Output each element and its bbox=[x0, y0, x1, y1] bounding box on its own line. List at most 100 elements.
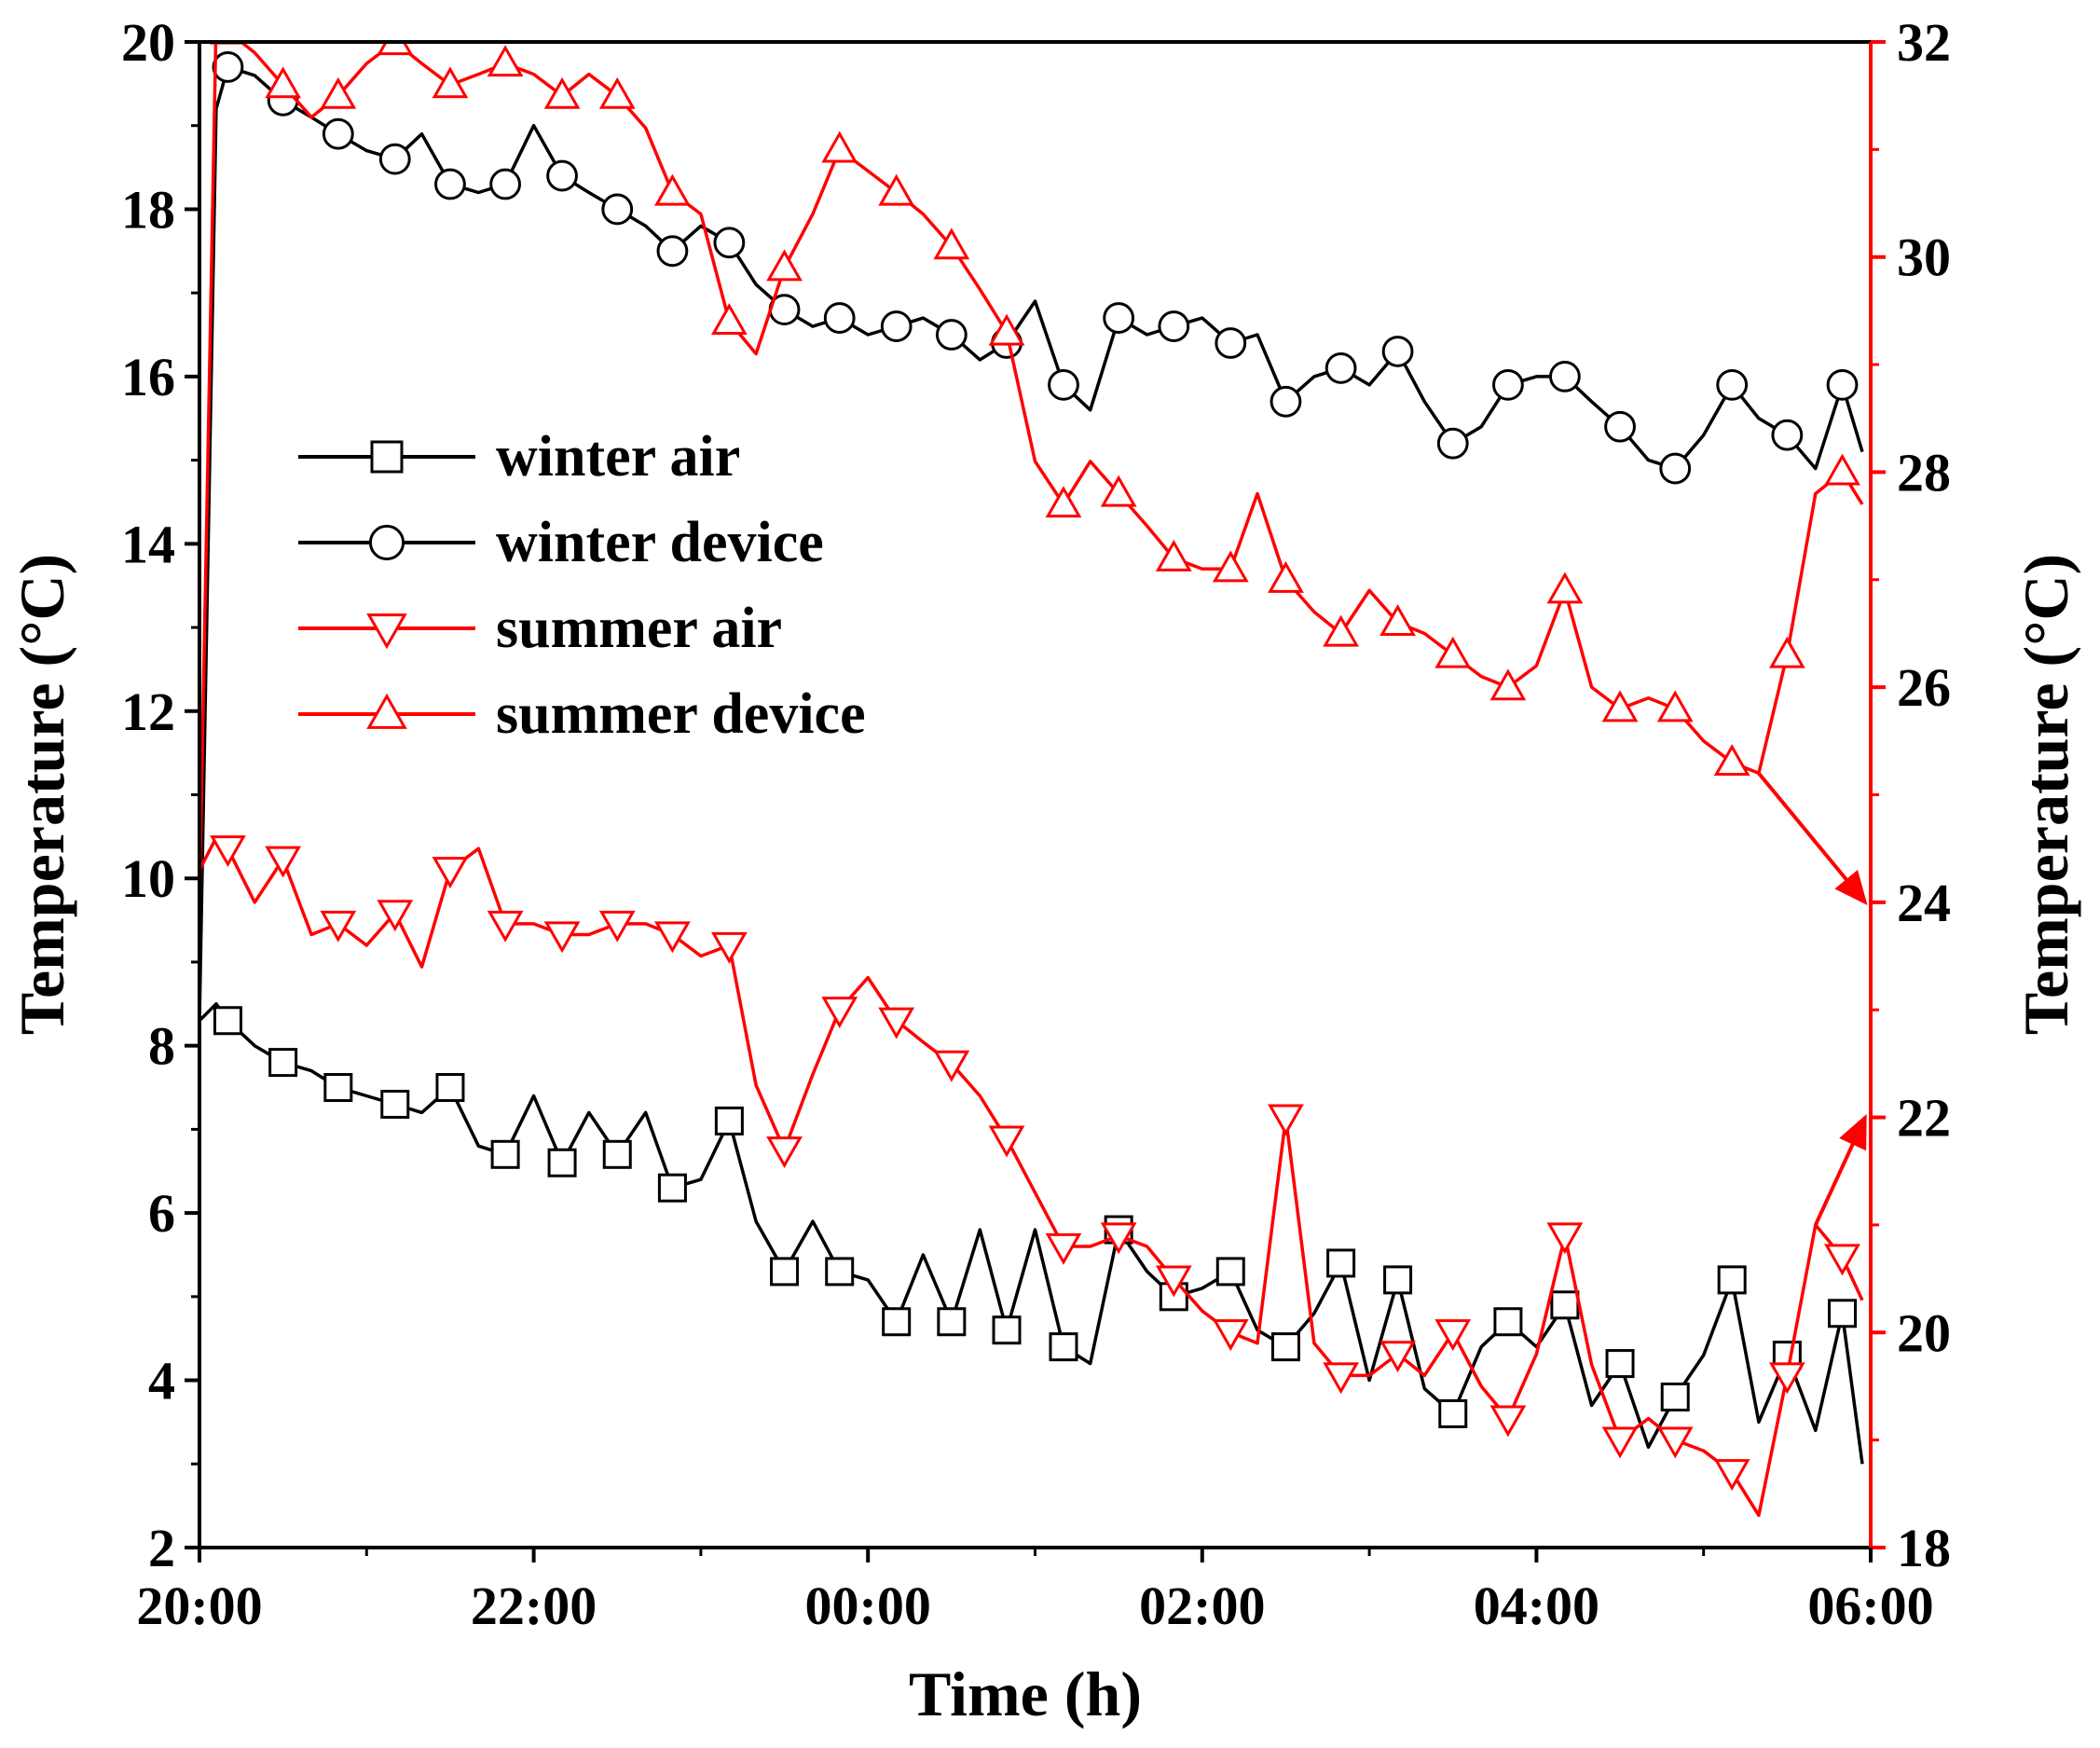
marker-square bbox=[937, 1307, 967, 1337]
marker-square bbox=[1383, 1265, 1413, 1295]
series-winter-air bbox=[199, 1002, 1864, 1465]
marker-circle bbox=[1604, 410, 1636, 443]
marker-triangle-up bbox=[320, 76, 357, 109]
marker-circle bbox=[434, 168, 466, 200]
marker-triangle-up bbox=[210, 42, 246, 45]
marker-circle bbox=[1158, 310, 1190, 342]
marker-square bbox=[882, 1307, 912, 1337]
y-left-tick-label: 2 bbox=[148, 1518, 175, 1578]
marker-triangle-down bbox=[988, 1125, 1025, 1158]
marker-triangle-down bbox=[1323, 1362, 1360, 1395]
x-tick-label: 00:00 bbox=[805, 1576, 931, 1636]
marker-triangle-down bbox=[366, 613, 407, 650]
marker-triangle-up bbox=[654, 173, 691, 206]
marker-triangle-down bbox=[1601, 1426, 1639, 1459]
y-left-tick-label: 4 bbox=[148, 1351, 175, 1411]
marker-triangle-down bbox=[210, 835, 246, 868]
marker-square bbox=[490, 1139, 520, 1169]
y-right-tick-label: 18 bbox=[1897, 1518, 1951, 1578]
marker-triangle-up bbox=[1323, 614, 1360, 647]
y-left-tick-label: 14 bbox=[121, 514, 175, 574]
marker-triangle-up bbox=[1100, 475, 1137, 507]
marker-triangle-up bbox=[878, 173, 915, 206]
marker-triangle-up bbox=[1268, 560, 1304, 593]
marker-circle bbox=[713, 227, 746, 259]
marker-circle bbox=[1771, 419, 1804, 451]
marker-square bbox=[1438, 1398, 1468, 1428]
marker-triangle-up bbox=[598, 76, 636, 109]
y-axis-left-title: Temperature (°C) bbox=[7, 554, 77, 1035]
marker-square bbox=[1717, 1265, 1747, 1295]
marker-square bbox=[1326, 1248, 1356, 1278]
marker-circle bbox=[1270, 385, 1302, 418]
legend-label: winter device bbox=[496, 511, 824, 574]
marker-triangle-down bbox=[1713, 1459, 1750, 1492]
y-left-tick-label: 18 bbox=[121, 179, 175, 240]
marker-square bbox=[213, 1006, 242, 1036]
marker-square bbox=[1828, 1299, 1858, 1328]
marker-circle bbox=[880, 310, 913, 342]
marker-square bbox=[1270, 1332, 1300, 1362]
marker-triangle-down bbox=[543, 921, 581, 954]
marker-circle bbox=[212, 51, 244, 83]
marker-triangle-up bbox=[1601, 690, 1639, 723]
marker-triangle-up bbox=[1768, 636, 1805, 668]
right-axis-ticks: 18 20 22 24 26 28 30 32 bbox=[1871, 12, 1951, 1578]
marker-square bbox=[1049, 1332, 1078, 1362]
marker-triangle-down bbox=[1489, 1405, 1527, 1438]
marker-square bbox=[323, 1073, 353, 1103]
marker-square bbox=[602, 1139, 632, 1169]
series-layer bbox=[199, 42, 1864, 1518]
y-left-tick-label: 16 bbox=[121, 347, 175, 407]
marker-triangle-down bbox=[598, 910, 636, 943]
marker-triangle-up bbox=[766, 249, 803, 282]
legend-item: summer device bbox=[298, 682, 866, 746]
marker-triangle-down bbox=[654, 921, 691, 954]
y-left-tick-label: 10 bbox=[121, 848, 175, 909]
marker-triangle-up bbox=[366, 693, 407, 729]
marker-triangle-up bbox=[1434, 636, 1472, 668]
series-summer-device bbox=[199, 42, 1864, 902]
marker-triangle-down bbox=[1546, 1222, 1584, 1255]
marker-triangle-down bbox=[1268, 1104, 1304, 1136]
legend: winter air winter device summer air summer … bbox=[298, 425, 866, 746]
marker-triangle-down bbox=[1656, 1426, 1694, 1459]
marker-triangle-up bbox=[988, 313, 1025, 346]
marker-triangle-down bbox=[432, 857, 469, 889]
marker-triangle-down bbox=[320, 910, 357, 943]
x-tick-label: 02:00 bbox=[1139, 1576, 1265, 1636]
marker-triangle-up bbox=[821, 131, 858, 163]
marker-circle bbox=[1826, 368, 1859, 401]
y-right-tick-label: 26 bbox=[1897, 657, 1951, 718]
marker-square bbox=[380, 1089, 410, 1119]
marker-triangle-down bbox=[1434, 1319, 1472, 1352]
x-tick-label: 04:00 bbox=[1474, 1576, 1599, 1636]
series-summer-air bbox=[199, 835, 1864, 1518]
marker-triangle-up bbox=[432, 66, 469, 99]
marker-circle bbox=[601, 193, 634, 226]
marker-triangle-down bbox=[1045, 1232, 1082, 1265]
marker-circle bbox=[656, 235, 689, 268]
y-right-tick-label: 20 bbox=[1897, 1302, 1951, 1363]
axis-pointer-arrow bbox=[1757, 772, 1868, 905]
marker-circle bbox=[1103, 302, 1135, 334]
marker-square bbox=[547, 1148, 577, 1177]
marker-square bbox=[825, 1257, 855, 1287]
marker-triangle-up bbox=[487, 45, 524, 77]
legend-label: summer air bbox=[496, 597, 782, 660]
marker-circle bbox=[1492, 368, 1524, 401]
marker-triangle-up bbox=[710, 303, 748, 336]
marker-triangle-up bbox=[1546, 571, 1584, 604]
marker-square bbox=[714, 1106, 744, 1136]
y-left-tick-label: 8 bbox=[148, 1016, 175, 1077]
marker-triangle-up bbox=[377, 42, 414, 56]
marker-triangle-down bbox=[487, 910, 524, 943]
marker-triangle-up bbox=[1155, 539, 1192, 571]
marker-circle bbox=[1716, 368, 1749, 401]
marker-triangle-up bbox=[1212, 550, 1249, 583]
marker-triangle-down bbox=[1212, 1319, 1249, 1352]
marker-square bbox=[1215, 1257, 1245, 1287]
marker-triangle-up bbox=[265, 66, 302, 99]
line-summer-air bbox=[199, 835, 1864, 1518]
x-tick-label: 22:00 bbox=[471, 1576, 597, 1636]
